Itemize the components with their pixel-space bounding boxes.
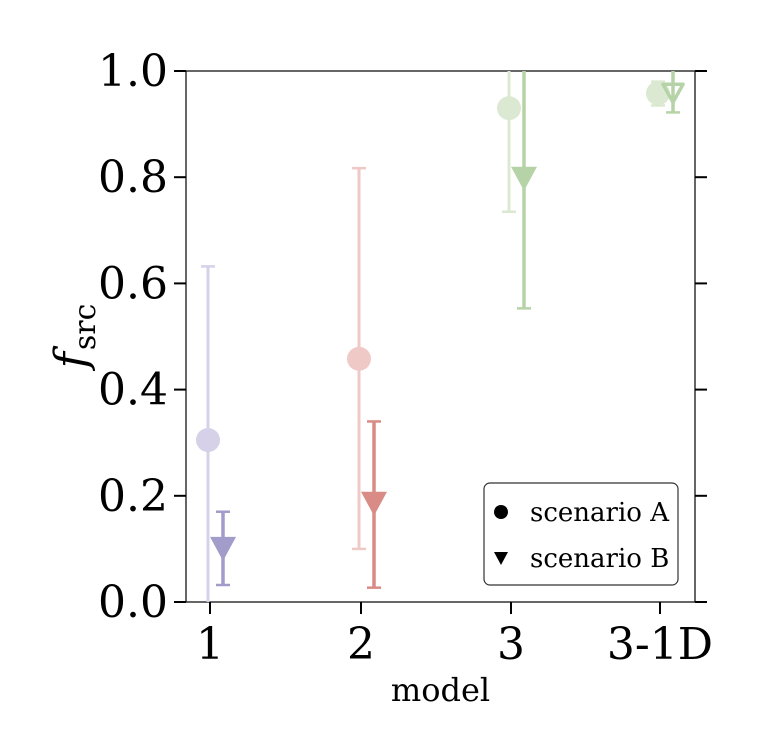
data-point-scenario-B [661, 82, 685, 105]
y-tick-label: 0.4 [98, 365, 168, 416]
x-tick-label: 1 [196, 619, 224, 670]
x-tick-label: 3-1D [607, 619, 713, 670]
data-point-scenario-B [210, 536, 236, 561]
y-tick-label: 0.0 [98, 577, 168, 628]
data-point-scenario-A [497, 96, 521, 121]
legend-label-scenario-a: scenario A [530, 498, 670, 528]
x-tick-label: 3 [497, 619, 525, 670]
y-tick-label: 0.2 [98, 471, 168, 522]
data-point-scenario-A [196, 428, 220, 453]
legend-marker-circle [494, 505, 508, 519]
plot-frame [185, 70, 696, 603]
y-axis-label: fsrc [46, 304, 103, 372]
y-tick-label: 0.6 [98, 258, 168, 309]
y-tick-label: 0.8 [98, 152, 168, 203]
data-point-scenario-B [511, 166, 537, 191]
legend-marker-triangle [494, 552, 508, 565]
data-point-scenario-A [347, 346, 371, 371]
x-tick-label: 2 [347, 619, 375, 670]
y-tick-label: 1.0 [98, 46, 168, 97]
x-axis-label: model [391, 671, 490, 709]
legend-box [483, 482, 679, 586]
legend-label-scenario-b: scenario B [530, 544, 669, 574]
data-point-scenario-B [361, 491, 387, 516]
